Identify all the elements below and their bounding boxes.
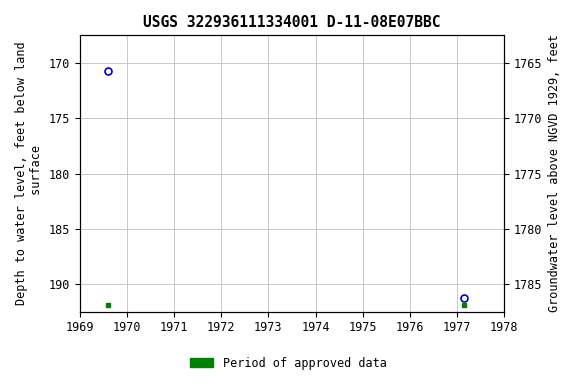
Y-axis label: Depth to water level, feet below land
 surface: Depth to water level, feet below land su… xyxy=(15,42,43,305)
Legend: Period of approved data: Period of approved data xyxy=(185,352,391,374)
Title: USGS 322936111334001 D-11-08E07BBC: USGS 322936111334001 D-11-08E07BBC xyxy=(143,15,441,30)
Y-axis label: Groundwater level above NGVD 1929, feet: Groundwater level above NGVD 1929, feet xyxy=(548,35,561,313)
